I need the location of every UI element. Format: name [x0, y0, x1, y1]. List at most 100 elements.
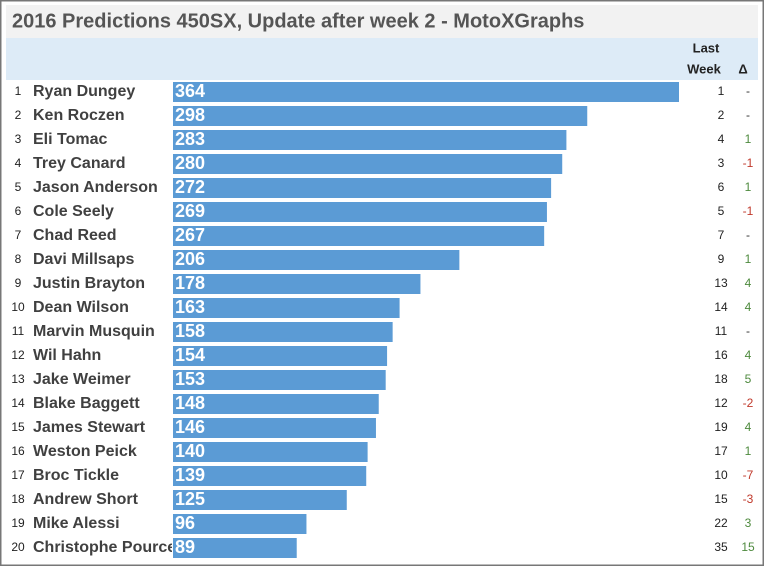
rank: 19: [11, 516, 25, 530]
column-header: Δ: [738, 61, 747, 76]
rider-name: Wil Hahn: [33, 347, 101, 364]
change: 1: [745, 180, 752, 194]
rank: 18: [11, 492, 25, 506]
change: 4: [745, 276, 752, 290]
bar: [173, 538, 297, 558]
rows: 1 Ryan Dungey 364 1 -2 Ken Roczen 298 2 -3 Eli To…: [11, 81, 755, 558]
header-row: [6, 38, 758, 80]
change: -7: [743, 468, 754, 482]
change: 1: [745, 132, 752, 146]
bar-label: 96: [175, 513, 195, 533]
rank: 8: [15, 252, 22, 266]
last-week: 19: [714, 420, 728, 434]
bar-label: 272: [175, 177, 205, 197]
bar: [173, 346, 388, 366]
rank: 20: [11, 540, 25, 554]
change: 15: [741, 540, 755, 554]
rider-name: Cole Seely: [33, 203, 114, 220]
bar-label: 89: [175, 537, 195, 557]
bar-label: 364: [175, 81, 205, 101]
rider-name: Chad Reed: [33, 227, 117, 244]
bar: [173, 82, 679, 102]
rider-name: Weston Peick: [33, 443, 137, 460]
bar-label: 283: [175, 129, 205, 149]
rank: 11: [12, 324, 25, 338]
column-header: Week: [687, 61, 721, 76]
rank: 16: [11, 444, 25, 458]
rank: 7: [15, 228, 22, 242]
last-week: 3: [718, 156, 725, 170]
rider-name: Eli Tomac: [33, 131, 107, 148]
bar: [173, 250, 460, 270]
bar: [173, 202, 547, 222]
bar: [173, 178, 552, 198]
bar-label: 140: [175, 441, 205, 461]
bar-label: 153: [175, 369, 205, 389]
bar: [173, 394, 379, 414]
bar: [173, 130, 567, 150]
last-week: 14: [714, 300, 728, 314]
last-week: 16: [714, 348, 728, 362]
rank: 5: [15, 180, 22, 194]
bar-label: 206: [175, 249, 205, 269]
column-header: Last: [693, 40, 720, 55]
bar-label: 146: [175, 417, 205, 437]
bar-label: 267: [175, 225, 205, 245]
change: -: [746, 84, 750, 98]
rider-name: Trey Canard: [33, 155, 125, 172]
last-week: 18: [714, 372, 728, 386]
change: 3: [745, 516, 752, 530]
last-week: 10: [714, 468, 728, 482]
bar: [173, 154, 563, 174]
bar-label: 280: [175, 153, 205, 173]
rider-name: Justin Brayton: [33, 275, 145, 292]
rank: 2: [15, 108, 22, 122]
last-week: 7: [718, 228, 725, 242]
bar: [173, 514, 307, 534]
rank: 15: [11, 420, 25, 434]
change: -: [746, 324, 750, 338]
bar: [173, 418, 376, 438]
last-week: 6: [718, 180, 725, 194]
last-week: 4: [718, 132, 725, 146]
last-week: 2: [718, 108, 725, 122]
bar: [173, 106, 588, 126]
rank: 17: [11, 468, 25, 482]
bar: [173, 298, 400, 318]
change: 1: [745, 252, 752, 266]
change: 4: [745, 348, 752, 362]
change: -3: [743, 492, 754, 506]
rank: 9: [15, 276, 22, 290]
bar-label: 125: [175, 489, 205, 509]
rider-name: Ken Roczen: [33, 107, 125, 124]
rider-name: Marvin Musquin: [33, 323, 155, 340]
rider-name: James Stewart: [33, 419, 146, 436]
bar-label: 269: [175, 201, 205, 221]
bar-label: 139: [175, 465, 205, 485]
chart-title: 2016 Predictions 450SX, Update after wee…: [12, 10, 584, 32]
bar: [173, 490, 347, 510]
rider-name: Andrew Short: [33, 491, 139, 508]
change: -1: [743, 156, 754, 170]
rider-name: Mike Alessi: [33, 515, 120, 532]
bar-label: 298: [175, 105, 205, 125]
last-week: 5: [718, 204, 725, 218]
bar-label: 148: [175, 393, 205, 413]
rank: 13: [11, 372, 25, 386]
rider-name: Blake Baggett: [33, 395, 140, 412]
last-week: 11: [715, 324, 728, 338]
bar: [173, 370, 386, 390]
rider-name: Jason Anderson: [33, 179, 158, 196]
change: 4: [745, 420, 752, 434]
rider-name: Christophe Pourcel: [33, 539, 181, 556]
rank: 14: [11, 396, 25, 410]
rider-name: Davi Millsaps: [33, 251, 134, 268]
change: 4: [745, 300, 752, 314]
bar: [173, 226, 545, 246]
rank: 10: [11, 300, 25, 314]
bar-label: 178: [175, 273, 205, 293]
last-week: 35: [714, 540, 728, 554]
rank: 3: [15, 132, 22, 146]
bar-label: 154: [175, 345, 205, 365]
rank: 1: [15, 84, 22, 98]
